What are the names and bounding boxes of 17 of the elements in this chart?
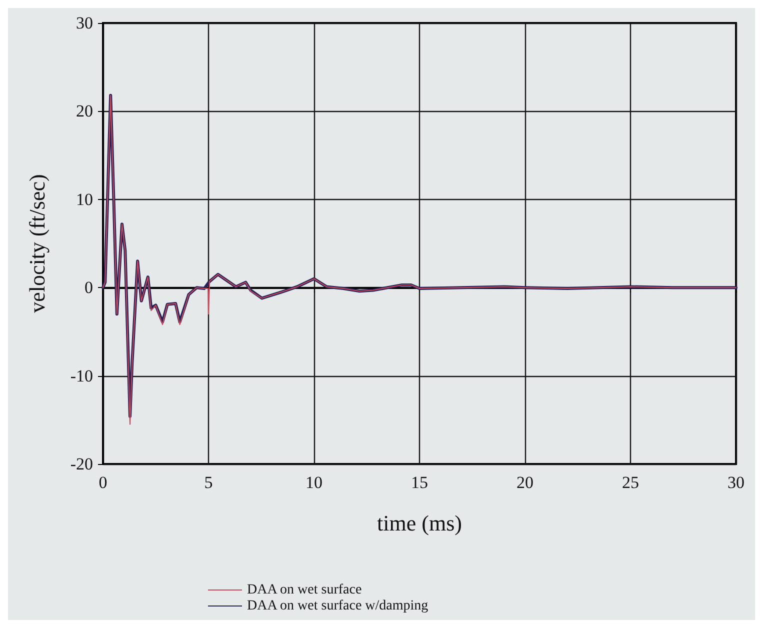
x-tick-label: 15 bbox=[411, 473, 428, 492]
x-tick-label: 30 bbox=[728, 473, 744, 492]
y-tick-label: 30 bbox=[76, 14, 93, 32]
x-tick-label: 0 bbox=[98, 473, 108, 492]
x-tick-label: 25 bbox=[622, 473, 639, 492]
x-tick-label: 10 bbox=[306, 473, 322, 492]
legend-label: DAA on wet surface bbox=[247, 582, 362, 598]
y-tick-label: 10 bbox=[76, 190, 93, 209]
y-tick-label: -10 bbox=[70, 366, 93, 386]
y-tick-label: 0 bbox=[84, 278, 93, 298]
x-axis-title: time (ms) bbox=[377, 510, 462, 536]
y-tick-label: 20 bbox=[76, 102, 93, 121]
legend-label: DAA on wet surface w/damping bbox=[247, 598, 428, 614]
y-axis-title: velocity (ft/sec) bbox=[24, 174, 50, 313]
y-tick-label: -20 bbox=[70, 454, 93, 474]
x-tick-label: 20 bbox=[516, 473, 534, 492]
x-tick-label: 5 bbox=[204, 473, 213, 492]
